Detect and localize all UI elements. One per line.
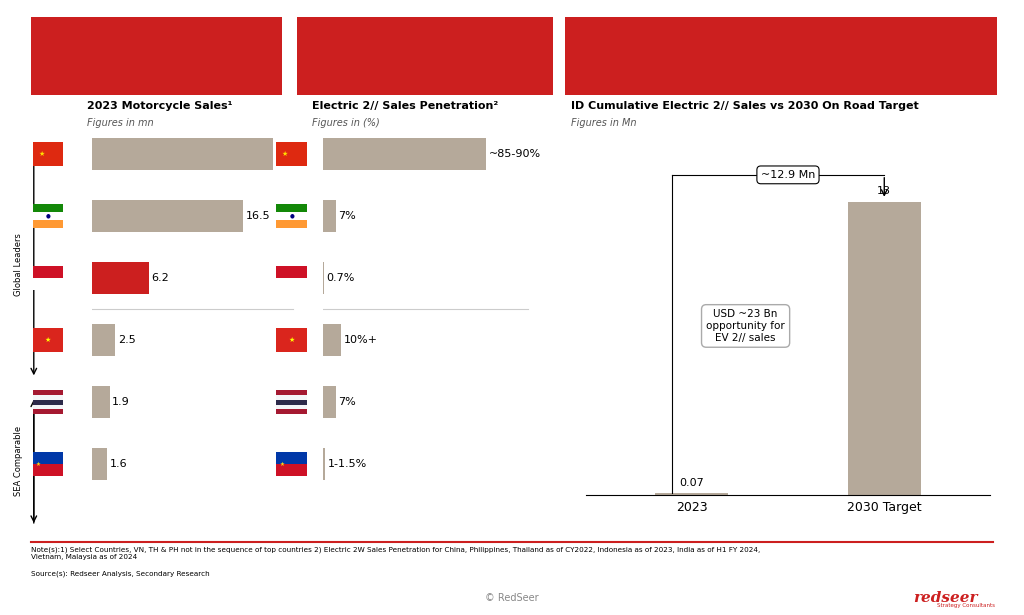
Bar (323, 448, 325, 480)
Bar (323, 386, 336, 418)
Text: ★: ★ (280, 462, 285, 467)
Bar (92, 200, 243, 232)
FancyBboxPatch shape (276, 452, 307, 464)
Bar (323, 200, 336, 232)
FancyBboxPatch shape (33, 212, 63, 220)
Text: 0.07: 0.07 (679, 478, 705, 488)
FancyBboxPatch shape (276, 410, 307, 415)
Text: ★: ★ (282, 151, 288, 157)
Text: 6.2: 6.2 (152, 273, 169, 283)
Text: 13: 13 (878, 186, 891, 196)
Text: USD ~23 Bn
opportunity for
EV 2// sales: USD ~23 Bn opportunity for EV 2// sales (707, 309, 785, 343)
Text: Figures in Mn: Figures in Mn (571, 118, 637, 128)
FancyBboxPatch shape (276, 405, 307, 410)
Text: 7%: 7% (339, 211, 356, 221)
Text: Global Leaders: Global Leaders (14, 233, 23, 296)
Text: 1.6: 1.6 (110, 459, 127, 469)
Text: 1-1.5%: 1-1.5% (328, 459, 367, 469)
FancyBboxPatch shape (31, 17, 282, 95)
Bar (323, 324, 341, 356)
Text: 0.7%: 0.7% (327, 273, 355, 283)
FancyBboxPatch shape (276, 390, 307, 395)
Text: ●: ● (46, 213, 50, 218)
FancyBboxPatch shape (33, 266, 63, 278)
Text: SEA Comparable: SEA Comparable (14, 426, 23, 496)
Bar (655, 493, 728, 495)
Text: Indonesia is the 3rd largest 2//
market in the world...: Indonesia is the 3rd largest 2// market … (67, 44, 247, 66)
FancyBboxPatch shape (297, 17, 553, 95)
Bar (848, 202, 921, 495)
FancyBboxPatch shape (33, 204, 63, 212)
Text: Note(s):1) Select Countries, VN, TH & PH not in the sequence of top countries 2): Note(s):1) Select Countries, VN, TH & PH… (31, 546, 760, 560)
Bar (92, 138, 272, 170)
Bar (323, 262, 324, 294)
Text: Source(s): Redseer Analysis, Secondary Research: Source(s): Redseer Analysis, Secondary R… (31, 571, 209, 577)
FancyBboxPatch shape (33, 390, 63, 395)
FancyBboxPatch shape (276, 278, 307, 290)
Bar (92, 262, 148, 294)
Text: 16.5: 16.5 (246, 211, 270, 221)
FancyBboxPatch shape (33, 278, 63, 290)
Text: ★: ★ (38, 151, 44, 157)
FancyBboxPatch shape (33, 328, 63, 352)
Text: ~12.9 Mn: ~12.9 Mn (761, 170, 815, 180)
Text: 2.5: 2.5 (118, 335, 135, 345)
Text: ★: ★ (45, 337, 51, 343)
FancyBboxPatch shape (276, 464, 307, 477)
Text: ★: ★ (36, 462, 41, 467)
Text: Electric 2// Sales Penetration²: Electric 2// Sales Penetration² (312, 101, 499, 111)
FancyBboxPatch shape (33, 400, 63, 405)
FancyBboxPatch shape (276, 400, 307, 405)
Text: ~85-90%: ~85-90% (489, 149, 541, 159)
Text: ★: ★ (289, 337, 295, 343)
Bar (323, 138, 486, 170)
Text: Figures in mn: Figures in mn (87, 118, 154, 128)
FancyBboxPatch shape (276, 212, 307, 220)
FancyBboxPatch shape (33, 464, 63, 477)
FancyBboxPatch shape (33, 141, 63, 166)
FancyBboxPatch shape (276, 220, 307, 228)
Text: ●: ● (290, 213, 294, 218)
Text: ...however, it has severely lagged
other countries in terms of
electric 2// adop: ...however, it has severely lagged other… (326, 39, 524, 72)
Bar (92, 386, 110, 418)
Bar (92, 324, 115, 356)
FancyBboxPatch shape (276, 204, 307, 212)
FancyBboxPatch shape (33, 410, 63, 415)
FancyBboxPatch shape (276, 395, 307, 400)
FancyBboxPatch shape (33, 220, 63, 228)
FancyBboxPatch shape (276, 328, 307, 352)
Text: © RedSeer: © RedSeer (485, 593, 539, 603)
FancyBboxPatch shape (276, 141, 307, 166)
Text: 19.8: 19.8 (275, 149, 300, 159)
FancyBboxPatch shape (33, 395, 63, 400)
FancyBboxPatch shape (33, 452, 63, 464)
Text: The Indonesian government has set a target of 13 Mn
electric 2// on the road by : The Indonesian government has set a targ… (607, 39, 955, 72)
Text: 7%: 7% (339, 397, 356, 407)
Text: Figures in (%): Figures in (%) (312, 118, 380, 128)
Text: 2023 Motorcycle Sales¹: 2023 Motorcycle Sales¹ (87, 101, 232, 111)
FancyBboxPatch shape (276, 266, 307, 278)
Text: redseer: redseer (913, 591, 978, 605)
Text: 10%+: 10%+ (344, 335, 378, 345)
Bar (92, 448, 106, 480)
Text: 1.9: 1.9 (113, 397, 130, 407)
FancyBboxPatch shape (33, 405, 63, 410)
Text: Strategy Consultants: Strategy Consultants (937, 603, 995, 608)
FancyBboxPatch shape (565, 17, 997, 95)
Text: ID Cumulative Electric 2// Sales vs 2030 On Road Target: ID Cumulative Electric 2// Sales vs 2030… (571, 101, 920, 111)
